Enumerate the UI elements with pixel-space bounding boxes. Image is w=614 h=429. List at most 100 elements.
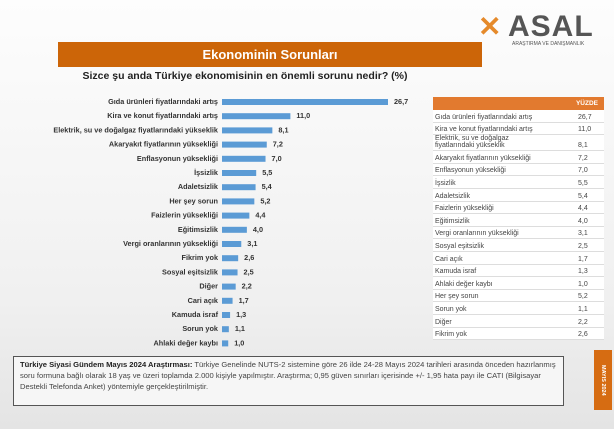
value-label: 1,0 (234, 338, 244, 347)
category-label: Ahlaki değer kaybı (154, 338, 218, 347)
value-label: 8,1 (278, 125, 288, 134)
category-label: Diğer (199, 282, 218, 291)
row-label: Her şey sorun (435, 293, 479, 301)
note-text: Türkiye Genelinde NUTS-2 sistemine göre … (20, 360, 556, 391)
category-label: Kamuda israf (172, 310, 219, 319)
value-label: 4,4 (255, 211, 266, 220)
bar (222, 255, 239, 262)
row-value: 2,2 (578, 318, 588, 326)
category-label: İşsizlik (194, 168, 219, 177)
chart-title: Sizce şu anda Türkiye ekonomisinin en ön… (82, 70, 408, 82)
page-title: Ekonominin Sorunları (58, 42, 482, 67)
value-label: 7,0 (272, 154, 282, 163)
value-label: 5,5 (262, 168, 272, 177)
value-label: 1,3 (236, 310, 246, 319)
table-row: Adaletsizlik 5,4 (433, 189, 604, 202)
table-row: Gıda ürünleri fiyatlarındaki artış 26,7 (433, 110, 604, 123)
logo-subtitle: ARAŞTIRMA VE DANIŞMANLIK (512, 41, 585, 47)
row-label: Enflasyonun yüksekliği (435, 167, 506, 175)
value-label: 3,1 (247, 239, 257, 248)
value-label: 2,6 (244, 253, 254, 262)
table-header: YÜZDE (433, 97, 604, 110)
row-label: Ahlaki değer kaybı (435, 280, 493, 288)
table-row: Akaryakıt fiyatlarının yüksekliği 7,2 (433, 151, 604, 164)
table-row: Fikrim yok 2,6 (433, 328, 604, 341)
bar (222, 269, 238, 276)
category-label: Sorun yok (182, 324, 219, 333)
bar (222, 198, 255, 205)
value-label: 2,5 (244, 267, 254, 276)
row-label: Adaletsizlik (435, 192, 471, 200)
note-title: Türkiye Siyasi Gündem Mayıs 2024 Araştır… (20, 360, 193, 369)
row-label: Faizlerin yüksekliği (435, 205, 494, 213)
table-row: Elektrik, su ve doğalgaz fiyatlarındaki … (433, 135, 604, 152)
asal-logo: ✕ ASAL ARAŞTIRMA VE DANIŞMANLIK (478, 8, 608, 47)
row-value: 11,0 (578, 126, 592, 134)
bar (222, 297, 233, 304)
category-label: Gıda ürünleri fiyatlarındaki artış (108, 97, 218, 106)
row-label: İşsizlik (435, 179, 456, 187)
bar (222, 226, 247, 233)
category-label: Vergi oranlarının yüksekliği (123, 239, 218, 248)
value-label: 1,7 (239, 296, 249, 305)
row-value: 8,1 (578, 142, 588, 150)
value-label: 2,2 (242, 282, 252, 291)
date-tab: MAYIS 2024 (594, 350, 612, 410)
bar (222, 99, 388, 105)
row-label: Kamuda israf (435, 268, 477, 276)
row-value: 1,0 (578, 280, 588, 288)
category-label: Sosyal eşitsizlik (162, 267, 219, 276)
bar (222, 127, 273, 134)
row-value: 7,0 (578, 167, 588, 175)
logo-text: ASAL (508, 10, 594, 43)
bar (222, 212, 250, 219)
bar (222, 141, 267, 148)
category-label: Elektrik, su ve doğalgaz fiyatlarındaki … (53, 125, 219, 134)
row-value: 1,1 (578, 305, 588, 313)
table-row: İşsizlik 5,5 (433, 176, 604, 189)
table-row: Faizlerin yüksekliği 4,4 (433, 202, 604, 215)
table-row: Vergi oranlarının yüksekliği 3,1 (433, 227, 604, 240)
bar (222, 326, 229, 333)
table-row: Kira ve konut fiyatlarındaki artış 11,0 (433, 123, 604, 136)
bar (222, 170, 257, 176)
value-label: 7,2 (273, 140, 283, 149)
table-row: Eğitimsizlik 4,0 (433, 214, 604, 227)
row-label: Elektrik, su ve doğalgaz fiyatlarındaki … (435, 135, 509, 150)
row-label: Vergi oranlarının yüksekliği (435, 230, 519, 238)
row-value: 7,2 (578, 154, 588, 162)
row-label: Diğer (435, 318, 452, 326)
row-label: Sosyal eşitsizlik (435, 242, 485, 250)
category-label: Eğitimsizlik (178, 225, 219, 234)
table-row: Sorun yok 1,1 (433, 302, 604, 315)
row-value: 5,2 (578, 293, 588, 301)
row-value: 2,6 (578, 331, 588, 339)
row-value: 1,3 (578, 268, 588, 276)
bar (222, 283, 236, 290)
row-label: Cari açık (435, 255, 463, 263)
row-value: 2,5 (578, 242, 588, 250)
category-label: Kira ve konut fiyatlarındaki artış (107, 111, 218, 120)
category-label: Cari açık (188, 296, 219, 305)
row-value: 4,4 (578, 205, 588, 213)
bar (222, 113, 291, 120)
bar (222, 340, 229, 347)
category-label: Faizlerin yüksekliği (151, 211, 218, 220)
logo-mark-icon: ✕ (478, 11, 502, 42)
value-label: 5,2 (260, 196, 270, 205)
table-row: Ahlaki değer kaybı 1,0 (433, 277, 604, 290)
value-label: 4,0 (253, 225, 263, 234)
methodology-note: Türkiye Siyasi Gündem Mayıs 2024 Araştır… (13, 356, 564, 406)
value-label: 1,1 (235, 324, 245, 333)
bar-chart: Gıda ürünleri fiyatlarındaki artış 26,7 Ki… (53, 97, 408, 347)
table-row: Her şey sorun 5,2 (433, 290, 604, 303)
bar (222, 155, 266, 162)
row-value: 5,4 (578, 192, 588, 200)
value-label: 5,4 (262, 182, 273, 191)
row-value: 1,7 (578, 255, 588, 263)
row-label: Sorun yok (435, 305, 467, 313)
row-label: Fikrim yok (435, 331, 467, 339)
value-label: 11,0 (296, 111, 310, 120)
row-value: 26,7 (578, 113, 592, 121)
category-label: Adaletsizlik (178, 182, 219, 191)
